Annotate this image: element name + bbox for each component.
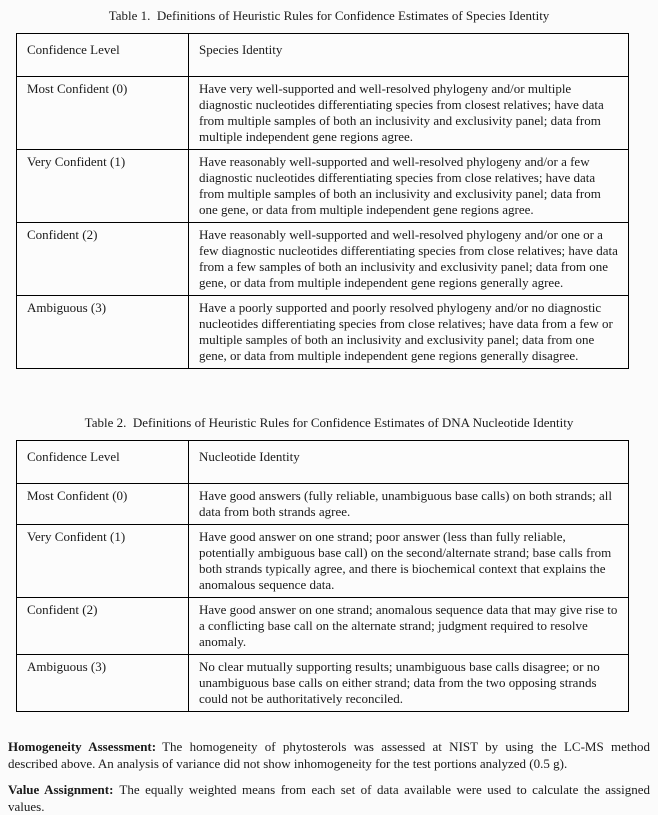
definition-cell: Have a poorly supported and poorly resol… [188,295,629,369]
assessment-paragraph: Homogeneity Assessment: The homogeneity o… [8,738,650,772]
confidence-level-cell: Most Confident (0) [16,76,189,150]
definition-cell: Have reasonably well-supported and well-… [188,222,629,296]
table1-header-row: Confidence Level Species Identity [16,33,629,77]
table1-header-confidence-level: Confidence Level [16,33,189,77]
table-row: Confident (2) Have reasonably well-suppo… [16,222,629,296]
paragraph-text: The homogeneity of phytosterols was asse… [8,739,650,771]
definition-cell: Have reasonably well-supported and well-… [188,149,629,223]
table2-header-confidence-level: Confidence Level [16,440,189,484]
definition-cell: Have very well-supported and well-resolv… [188,76,629,150]
confidence-level-cell: Confident (2) [16,597,189,655]
confidence-level-cell: Ambiguous (3) [16,295,189,369]
table2-header-row: Confidence Level Nucleotide Identity [16,440,629,484]
confidence-level-cell: Ambiguous (3) [16,654,189,712]
definition-cell: No clear mutually supporting results; un… [188,654,629,712]
definition-cell: Have good answer on one strand; anomalou… [188,597,629,655]
table1-title: Table 1. Definitions of Heuristic Rules … [108,8,550,23]
table-row: Confident (2) Have good answer on one st… [16,597,629,655]
assessment-paragraph: Value Assignment: The equally weighted me… [8,781,650,815]
confidence-level-cell: Very Confident (1) [16,524,189,598]
table-row: Most Confident (0) Have very well-suppor… [16,76,629,150]
table-row: Ambiguous (3) No clear mutually supporti… [16,654,629,712]
table1-species-identity: Confidence Level Species Identity Most C… [16,33,629,369]
confidence-level-cell: Most Confident (0) [16,483,189,525]
table1-header-species-identity: Species Identity [188,33,629,77]
paragraph-label: Value Assignment: [8,782,114,797]
assessment-paragraphs: Homogeneity Assessment: The homogeneity o… [8,738,650,815]
paragraph-label: Homogeneity Assessment: [8,739,157,754]
table-row: Most Confident (0) Have good answers (fu… [16,483,629,525]
table2-title: Table 2. Definitions of Heuristic Rules … [84,415,574,430]
table2-nucleotide-identity: Confidence Level Nucleotide Identity Mos… [16,440,629,712]
definition-cell: Have good answer on one strand; poor ans… [188,524,629,598]
table-row: Very Confident (1) Have good answer on o… [16,524,629,598]
confidence-level-cell: Very Confident (1) [16,149,189,223]
definition-cell: Have good answers (fully reliable, unamb… [188,483,629,525]
table2-header-nucleotide-identity: Nucleotide Identity [188,440,629,484]
confidence-level-cell: Confident (2) [16,222,189,296]
table-row: Very Confident (1) Have reasonably well-… [16,149,629,223]
table-row: Ambiguous (3) Have a poorly supported an… [16,295,629,369]
